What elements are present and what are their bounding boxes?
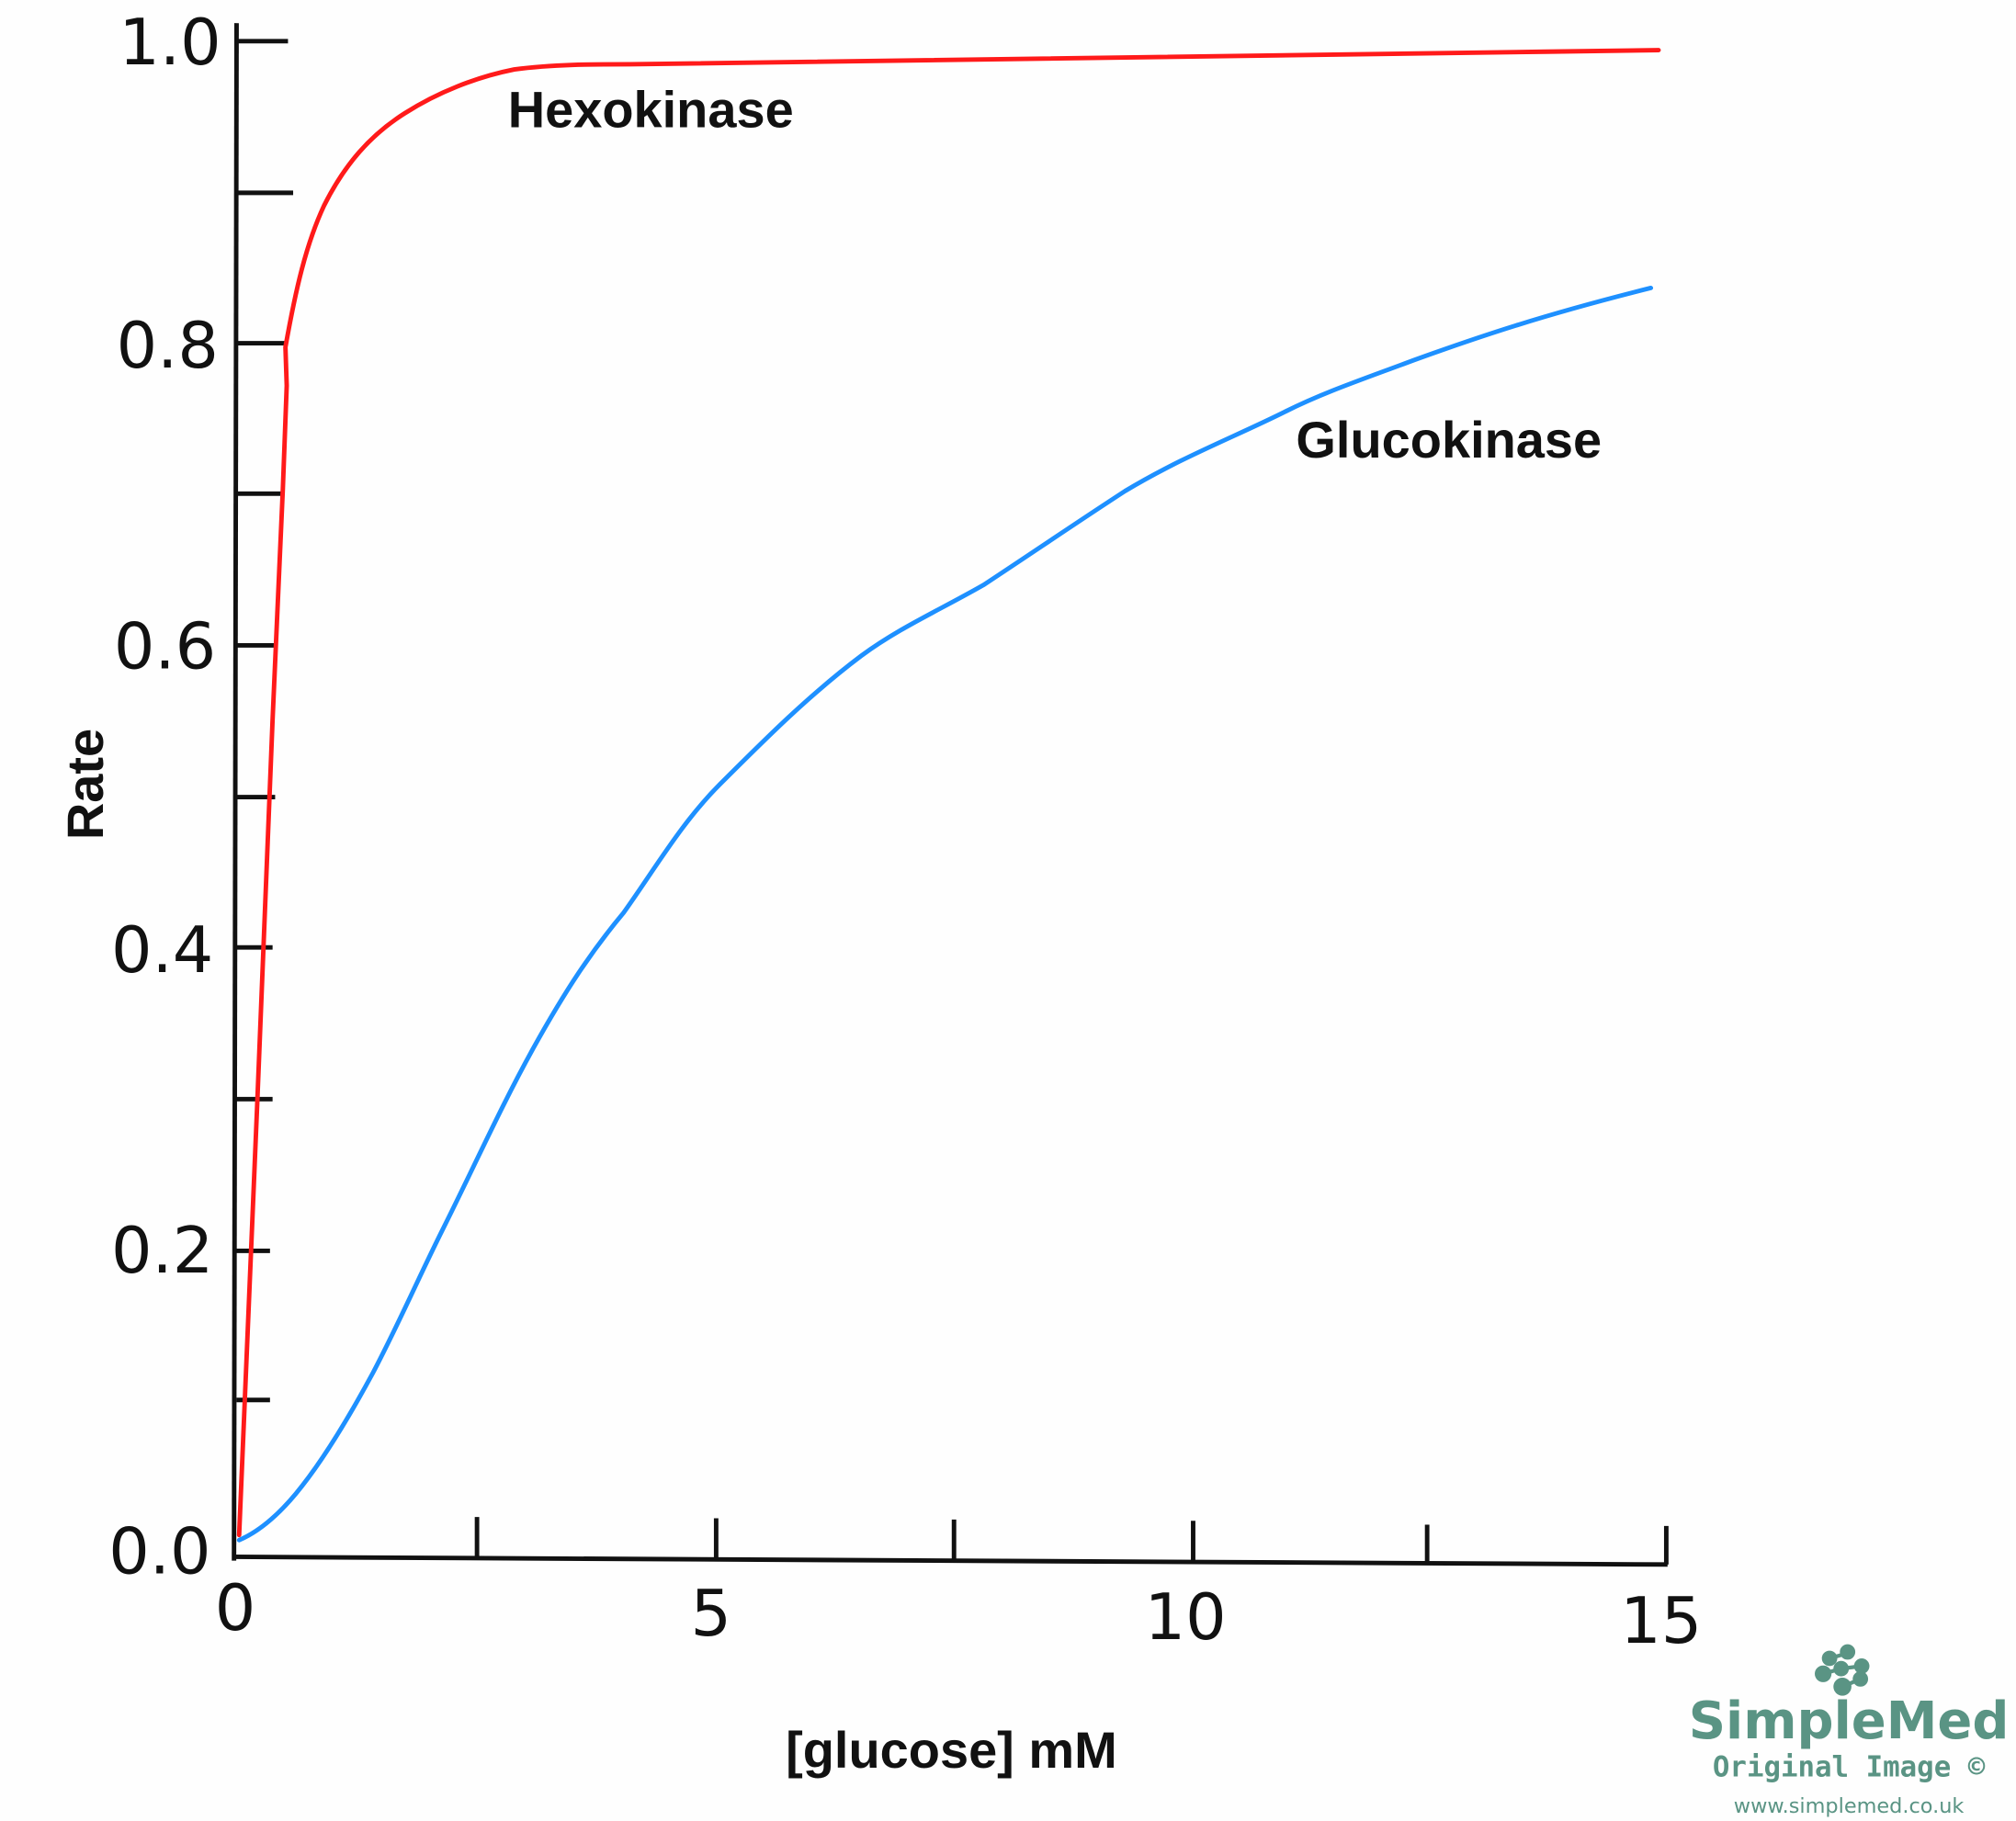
hexokinase-curve bbox=[236, 48, 1661, 1538]
y-tick-label-1.0: 1.0 bbox=[119, 6, 221, 80]
brand-name: SimpleMed bbox=[1689, 1691, 2010, 1751]
x-axis-title: [glucose] mM bbox=[786, 1721, 1117, 1779]
x-axis bbox=[233, 1517, 1669, 1567]
y-tick-label-0.6: 0.6 bbox=[114, 610, 216, 684]
y-tick-labels: 1.0 0.8 0.6 0.4 0.2 0.0 bbox=[108, 6, 221, 1589]
x-tick-label-5: 5 bbox=[691, 1577, 732, 1651]
glucokinase-label: Glucokinase bbox=[1296, 411, 1602, 469]
glucokinase-curve bbox=[236, 285, 1654, 1543]
hexokinase-label: Hexokinase bbox=[508, 81, 794, 139]
molecule-icon bbox=[1815, 1644, 1870, 1696]
y-tick-label-0.8: 0.8 bbox=[117, 309, 219, 383]
brand-subtitle: Original Image © bbox=[1713, 1751, 1986, 1784]
x-tick-label-0: 0 bbox=[215, 1571, 256, 1646]
y-tick-label-0.2: 0.2 bbox=[111, 1214, 213, 1288]
x-tick-labels: 0 5 10 15 bbox=[215, 1571, 1703, 1658]
y-axis-title: Rate bbox=[56, 729, 114, 840]
x-tick-label-10: 10 bbox=[1145, 1580, 1227, 1655]
y-tick-label-0.0: 0.0 bbox=[108, 1515, 210, 1589]
brand-url: www.simplemed.co.uk bbox=[1734, 1794, 1965, 1818]
y-tick-label-0.4: 0.4 bbox=[111, 913, 213, 988]
simplemed-watermark: SimpleMed Original Image © www.simplemed… bbox=[1689, 1644, 2010, 1818]
x-tick-label-15: 15 bbox=[1620, 1584, 1702, 1658]
